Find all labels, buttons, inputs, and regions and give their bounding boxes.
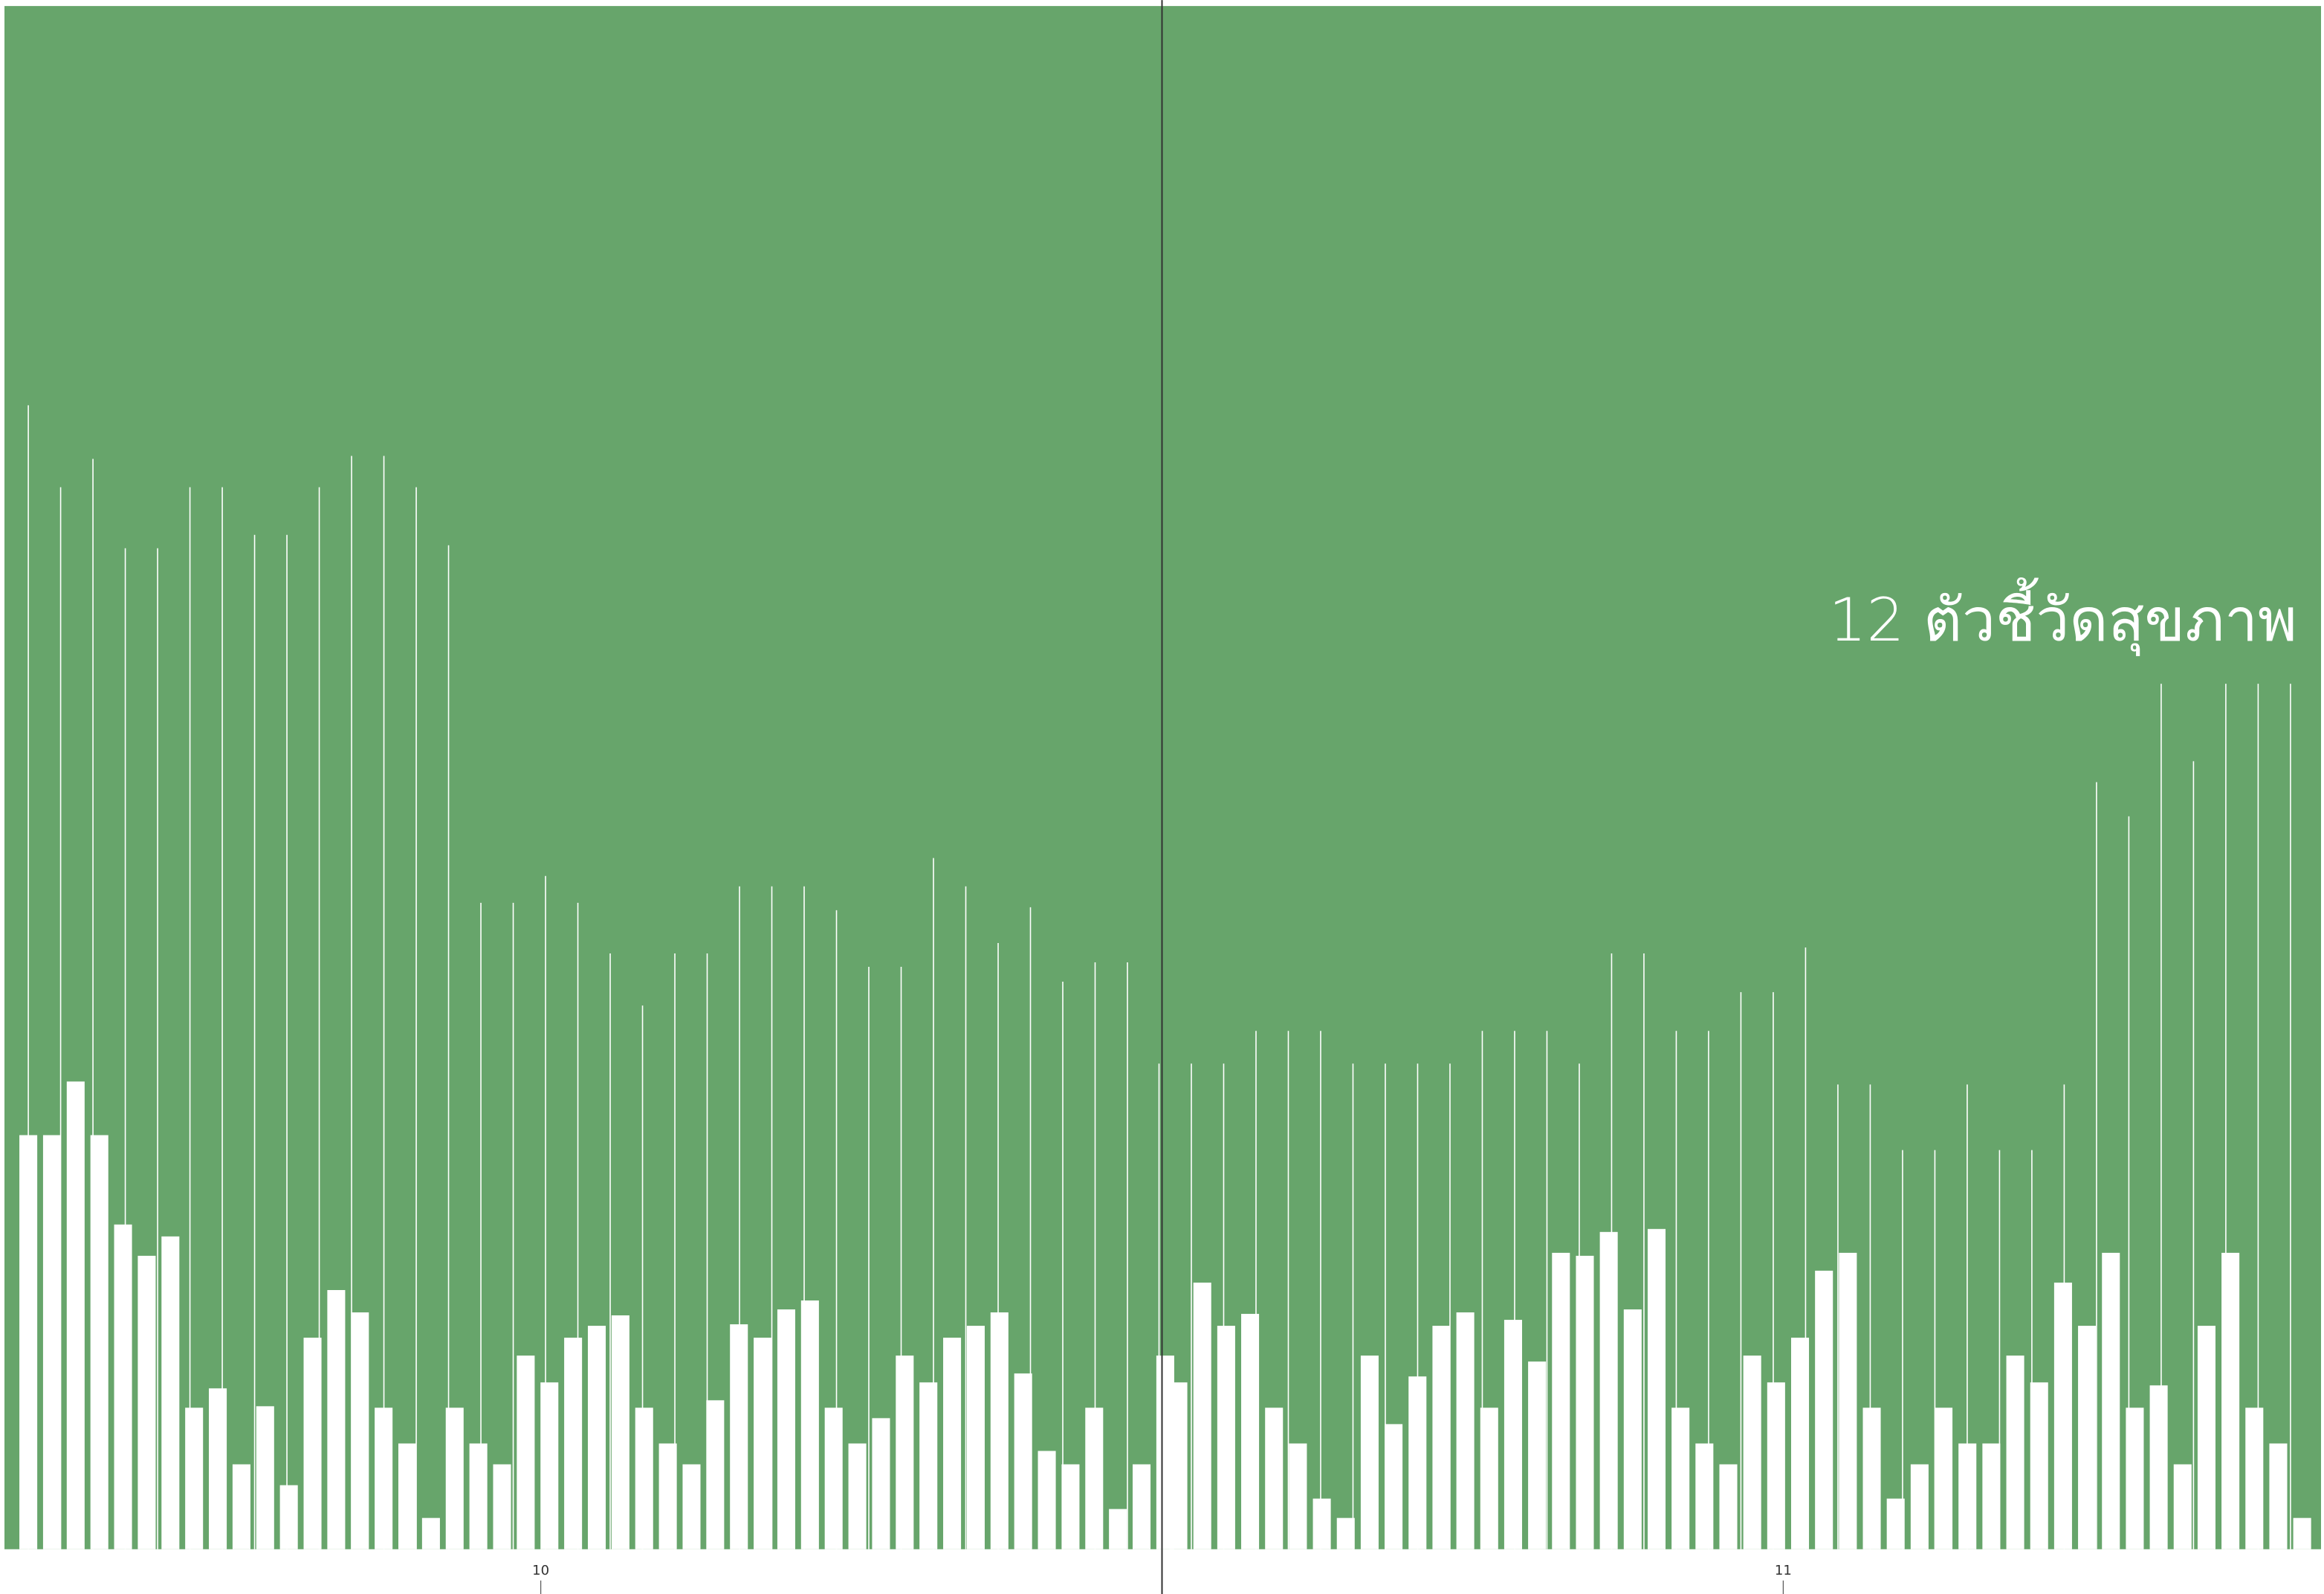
deco-bar bbox=[966, 1326, 985, 1549]
deco-bar bbox=[1133, 1464, 1151, 1549]
deco-bar bbox=[2197, 1326, 2215, 1549]
deco-bar bbox=[303, 1338, 322, 1549]
deco-bar bbox=[2173, 1464, 2192, 1549]
deco-bar bbox=[398, 1443, 417, 1549]
deco-bar bbox=[161, 1236, 180, 1549]
deco-bar bbox=[1671, 1407, 1690, 1549]
deco-bar bbox=[777, 1309, 795, 1549]
deco-bar bbox=[1456, 1312, 1475, 1549]
deco-bar bbox=[351, 1312, 369, 1549]
deco-bar bbox=[1886, 1498, 1905, 1549]
deco-bar bbox=[2221, 1252, 2240, 1549]
deco-bar bbox=[1839, 1252, 1857, 1549]
deco-bar bbox=[1336, 1517, 1355, 1549]
deco-bar bbox=[517, 1355, 535, 1549]
deco-bar bbox=[2030, 1382, 2048, 1549]
deco-bar bbox=[1061, 1464, 1080, 1549]
deco-bar bbox=[1767, 1382, 1785, 1549]
deco-bar bbox=[2269, 1443, 2288, 1549]
deco-bar bbox=[872, 1418, 890, 1549]
deco-bar bbox=[1360, 1355, 1379, 1549]
deco-bar bbox=[1480, 1407, 1498, 1549]
deco-bar bbox=[2245, 1407, 2264, 1549]
deco-bar bbox=[1743, 1355, 1761, 1549]
deco-bar bbox=[421, 1517, 440, 1549]
title: 12 ตัวชี้วัดสุขภาพ bbox=[1828, 577, 2297, 656]
deco-bar bbox=[2102, 1252, 2120, 1549]
deco-bar bbox=[1038, 1451, 1056, 1549]
deco-bar bbox=[1432, 1326, 1451, 1549]
deco-bar bbox=[279, 1485, 298, 1549]
deco-bar bbox=[658, 1443, 677, 1549]
deco-bar bbox=[327, 1289, 346, 1549]
deco-bar bbox=[587, 1326, 606, 1549]
deco-bar bbox=[1623, 1309, 1642, 1549]
deco-bar bbox=[1504, 1320, 1522, 1549]
deco-bar bbox=[1695, 1443, 1714, 1549]
deco-bar bbox=[564, 1338, 583, 1549]
deco-bar bbox=[1312, 1498, 1331, 1549]
deco-bar bbox=[682, 1464, 701, 1549]
deco-bar bbox=[42, 1135, 61, 1549]
deco-bar bbox=[66, 1081, 85, 1549]
deco-bar bbox=[896, 1355, 914, 1549]
deco-bar bbox=[1647, 1228, 1666, 1549]
deco-bar bbox=[2053, 1282, 2072, 1549]
deco-bar bbox=[232, 1464, 250, 1549]
deco-bar bbox=[540, 1382, 559, 1549]
page-number: 11 bbox=[1775, 1563, 1792, 1578]
deco-bar bbox=[943, 1338, 962, 1549]
deco-bar bbox=[1193, 1282, 1211, 1549]
deco-bar bbox=[137, 1255, 156, 1549]
deco-bar bbox=[1014, 1373, 1032, 1549]
deco-bar bbox=[493, 1464, 511, 1549]
deco-bar bbox=[209, 1388, 227, 1549]
deco-bar bbox=[754, 1338, 772, 1549]
deco-bar bbox=[824, 1407, 843, 1549]
deco-bar bbox=[990, 1312, 1009, 1549]
deco-bar bbox=[256, 1406, 274, 1549]
deco-bar bbox=[1815, 1270, 1833, 1549]
deco-bar bbox=[2293, 1517, 2311, 1549]
deco-bar bbox=[611, 1315, 629, 1549]
deco-bar bbox=[1109, 1509, 1127, 1549]
decorative-bars bbox=[19, 405, 2311, 1549]
deco-bar bbox=[114, 1224, 132, 1549]
deco-bar bbox=[1862, 1407, 1881, 1549]
deco-bar bbox=[1790, 1338, 1810, 1549]
deco-bar bbox=[1385, 1424, 1403, 1549]
deco-bar bbox=[2149, 1385, 2168, 1549]
deco-bar bbox=[1289, 1443, 1307, 1549]
deco-bar bbox=[1982, 1443, 2001, 1549]
deco-bar bbox=[185, 1407, 204, 1549]
deco-bar bbox=[1935, 1407, 1953, 1549]
deco-bar bbox=[1169, 1382, 1188, 1549]
deco-bar bbox=[1217, 1326, 1235, 1549]
deco-bar bbox=[919, 1382, 938, 1549]
deco-bar bbox=[706, 1400, 725, 1549]
deco-bar bbox=[1719, 1464, 1738, 1549]
deco-bar bbox=[635, 1407, 653, 1549]
deco-bar bbox=[1085, 1407, 1104, 1549]
deco-bar bbox=[848, 1443, 867, 1549]
deco-bar bbox=[1910, 1464, 1929, 1549]
deco-bar bbox=[2078, 1326, 2097, 1549]
deco-bar bbox=[1552, 1252, 1570, 1549]
deco-bar bbox=[1599, 1231, 1618, 1549]
deco-bar bbox=[469, 1443, 488, 1549]
deco-bar bbox=[2006, 1355, 2024, 1549]
page-number: 10 bbox=[532, 1563, 549, 1578]
deco-bar bbox=[1576, 1255, 1594, 1549]
deco-bar bbox=[1265, 1407, 1284, 1549]
deco-bar bbox=[1528, 1361, 1547, 1549]
